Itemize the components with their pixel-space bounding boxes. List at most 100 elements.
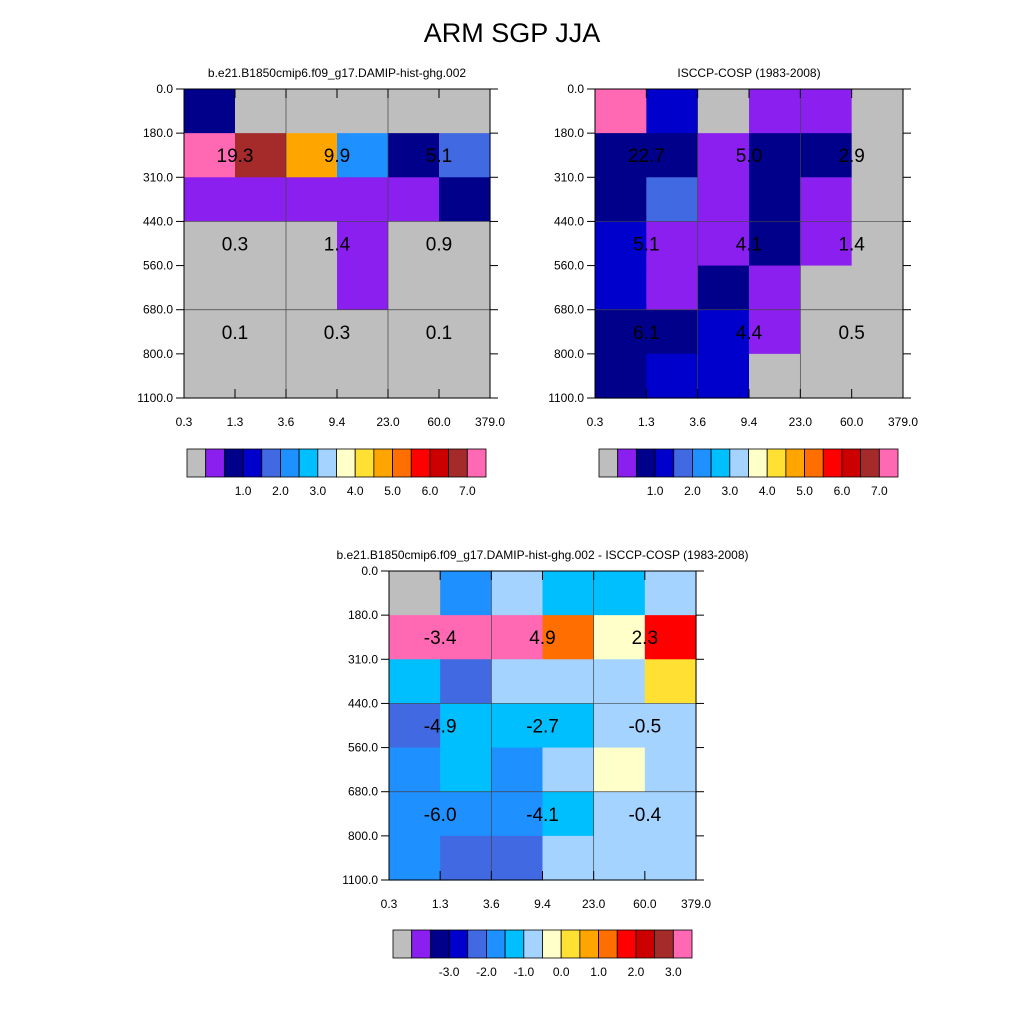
x-tick-label: 379.0 [475,415,505,429]
data-label: 4.4 [736,323,763,344]
data-label: -6.0 [424,805,457,826]
colorbar-label: 2.0 [684,484,701,498]
heatmap-cell [439,309,491,355]
heatmap-cell [235,221,287,267]
heatmap-cell [697,265,750,311]
data-label: 0.3 [324,323,350,344]
heatmap-cell [184,353,236,399]
y-tick-label: 800.0 [554,347,584,361]
colorbar-swatch [542,929,562,959]
colorbar-swatch [261,448,281,478]
heatmap-cell [697,89,750,134]
data-label: 1.4 [838,235,865,256]
colorbar-swatch [617,448,637,478]
colorbar-swatch [486,929,506,959]
heatmap-cell [542,571,595,616]
data-label: 4.1 [736,235,762,256]
colorbar-swatch [186,448,207,478]
data-label: 19.3 [217,146,254,167]
heatmap-cell [646,177,699,223]
heatmap-cell [286,133,338,178]
heatmap-cell [439,221,491,267]
x-tick-label: 60.0 [633,897,657,911]
colorbar-label: 3.0 [309,484,326,498]
colorbar-swatch [410,448,431,478]
heatmap-cell [184,221,236,267]
panel-model: b.e21.B1850cmip6.f09_g17.DAMIP-hist-ghg.… [137,66,505,498]
heatmap-cell [593,703,646,749]
colorbar-swatch [354,448,375,478]
panel-difference: b.e21.B1850cmip6.f09_g17.DAMIP-hist-ghg.… [336,548,748,979]
heatmap-cell [184,89,236,134]
heatmap-cell [440,747,492,793]
heatmap-cell [440,571,492,616]
heatmap-cell [286,89,338,134]
heatmap-cell [697,353,750,399]
colorbar-swatch [635,448,656,478]
heatmap-cell [235,265,287,311]
heatmap-cell [286,353,338,399]
heatmap-cell [644,703,697,749]
heatmap-cell [595,89,647,134]
heatmap-cell [800,89,853,134]
colorbar-label: 6.0 [422,484,439,498]
heatmap-cell [644,571,697,616]
heatmap-cell [646,309,699,355]
x-tick-label: 60.0 [840,415,864,429]
heatmap-cell [235,133,287,178]
heatmap-cell [749,309,801,355]
colorbar-swatch [429,929,450,959]
colorbar-label: 4.0 [759,484,776,498]
data-label: -4.9 [424,717,457,738]
heatmap-cell [491,659,544,705]
data-label: 6.1 [633,323,659,344]
y-tick-label: 180.0 [554,126,584,140]
colorbar-swatch [242,448,263,478]
heatmap-cell [593,747,646,793]
heatmap-cell [800,177,853,223]
x-tick-label: 1.3 [432,897,449,911]
heatmap-cell [235,89,287,134]
data-label: 2.3 [632,628,658,649]
heatmap-cell [439,353,491,399]
y-tick-label: 1100.0 [137,391,173,405]
heatmap-cell [800,309,853,355]
colorbar-label: 2.0 [272,484,289,498]
y-tick-label: 0.0 [361,564,378,578]
heatmap-cell [595,177,647,223]
data-label: 2.9 [838,146,864,167]
heatmap-cell [851,177,904,223]
colorbar-swatch [654,448,675,478]
data-label: 5.1 [426,146,452,167]
colorbar-label: 1.0 [235,484,252,498]
y-tick-label: 0.0 [156,82,173,96]
heatmap-cell [800,133,853,178]
y-tick-label: 310.0 [554,170,584,184]
heatmap-cell [595,309,647,355]
data-label: -4.1 [526,805,559,826]
heatmap-cell [184,265,236,311]
x-tick-label: 23.0 [582,897,606,911]
colorbar-swatch [841,448,862,478]
y-tick-label: 1100.0 [342,873,378,887]
data-label: 1.4 [324,235,351,256]
colorbar-swatch [673,448,693,478]
colorbar-swatch [504,929,525,959]
colorbar-swatch [785,448,805,478]
heatmap-cell [749,133,801,178]
heatmap-cell [491,703,544,749]
heatmap-cell [593,659,646,705]
heatmap-cell [542,703,595,749]
heatmap-cell [646,353,699,399]
heatmap-cell [388,133,440,178]
x-tick-label: 1.3 [638,415,655,429]
data-label: 9.9 [324,146,350,167]
heatmap-cell [644,747,697,793]
heatmap-cell [184,309,236,355]
colorbar-swatch [448,448,468,478]
heatmap-cell [337,265,389,311]
heatmap-cell [491,791,544,837]
y-tick-label: 680.0 [554,303,584,317]
x-tick-label: 0.3 [381,897,398,911]
